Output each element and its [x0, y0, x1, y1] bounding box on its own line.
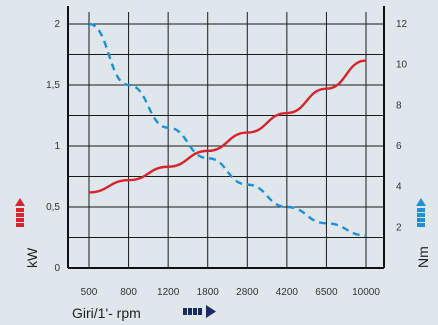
arrow-segment: [417, 223, 425, 227]
y-left-tick-label: 0: [54, 263, 60, 274]
y-right-tick-label: 2: [396, 222, 402, 233]
kw-unit-arrow: [15, 198, 25, 227]
arrow-segment: [417, 208, 425, 212]
arrow-head: [416, 198, 426, 206]
y-right-tick-label: 4: [396, 182, 402, 193]
arrow-segment: [16, 213, 24, 217]
grid: [68, 12, 384, 269]
kw-series-line: [88, 59, 367, 194]
y-left-tick-label: 1: [54, 141, 60, 152]
nm-series-line: [88, 22, 367, 237]
x-tick-label: 6500: [315, 287, 338, 298]
y-right-tick-label: 12: [396, 19, 408, 30]
y-left-tick-label: 2: [54, 19, 60, 30]
x-tick-label: 2800: [236, 287, 259, 298]
y-right-tick-labels: 2 4 6 8 10 12: [396, 19, 408, 233]
arrow-segment: [16, 223, 24, 227]
plot-frame: [67, 6, 385, 269]
y-left-tick-label: 0,5: [46, 202, 60, 213]
series-layer: [88, 22, 367, 237]
arrow-segment: [193, 308, 197, 315]
arrow-segment: [417, 218, 425, 222]
arrow-segment: [16, 208, 24, 212]
x-tick-label: 1200: [157, 287, 180, 298]
arrow-segment: [16, 218, 24, 222]
x-tick-labels: 500 800 1200 1800 2800 4200 6500 10000: [81, 287, 381, 298]
x-tick-label: 10000: [352, 287, 380, 298]
y-right-axis-title: Nm: [415, 246, 431, 268]
y-right-tick-label: 6: [396, 141, 402, 152]
arrow-head: [206, 305, 216, 318]
arrow-head: [15, 198, 25, 206]
y-right-tick-label: 8: [396, 100, 402, 111]
arrow-segment: [417, 213, 425, 217]
x-tick-label: 4200: [276, 287, 299, 298]
x-tick-label: 500: [81, 287, 98, 298]
arrow-segment: [198, 308, 202, 315]
x-axis-title: Giri/1'- rpm: [72, 305, 141, 321]
rpm-unit-arrow: [183, 305, 216, 318]
y-right-tick-label: 10: [396, 60, 408, 71]
arrow-segment: [188, 308, 192, 315]
unit-arrows: [15, 198, 426, 318]
y-left-tick-label: 1,5: [46, 80, 60, 91]
y-left-axis-title: kW: [24, 247, 40, 268]
nm-unit-arrow: [416, 198, 426, 227]
x-tick-label: 800: [120, 287, 137, 298]
x-tick-label: 1800: [197, 287, 220, 298]
arrow-segment: [183, 308, 187, 315]
y-left-tick-labels: 0 0,5 1 1,5 2: [46, 19, 60, 274]
